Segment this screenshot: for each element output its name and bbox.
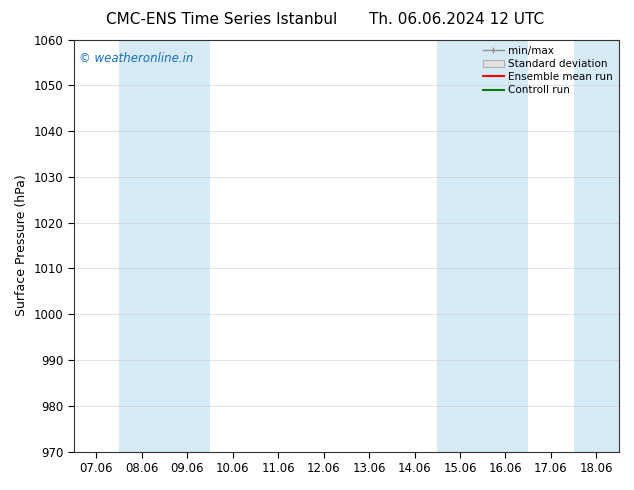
Y-axis label: Surface Pressure (hPa): Surface Pressure (hPa) [15,175,28,317]
Text: © weatheronline.in: © weatheronline.in [79,52,193,65]
Text: CMC-ENS Time Series Istanbul: CMC-ENS Time Series Istanbul [107,12,337,27]
Text: Th. 06.06.2024 12 UTC: Th. 06.06.2024 12 UTC [369,12,544,27]
Bar [574,40,619,452]
Bar [437,40,528,452]
Legend: min/max, Standard deviation, Ensemble mean run, Controll run: min/max, Standard deviation, Ensemble me… [479,42,617,99]
Bar [119,40,210,452]
